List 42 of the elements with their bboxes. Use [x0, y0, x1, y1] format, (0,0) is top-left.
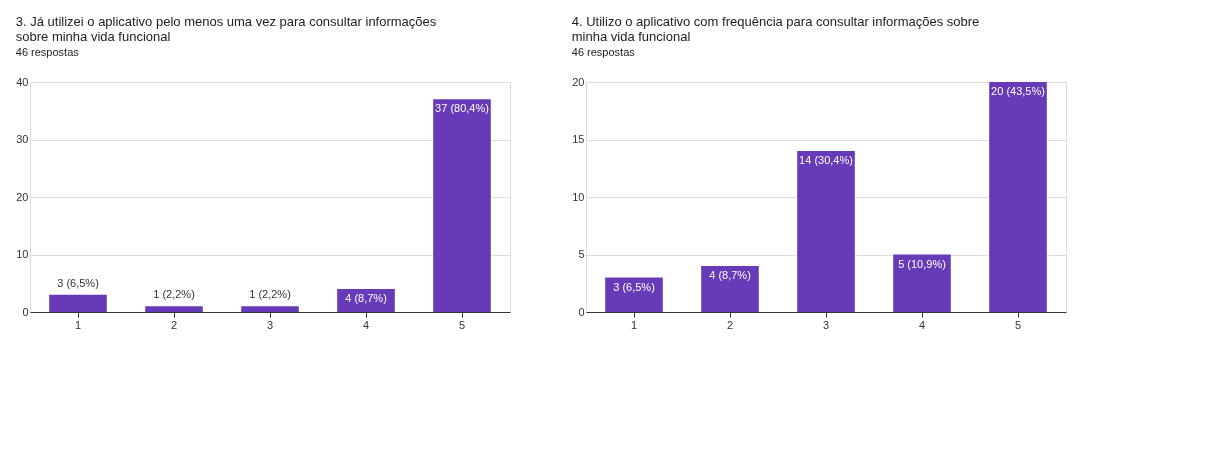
- x-tick-label: 1: [630, 318, 638, 331]
- data-label: 5 (10,9%): [898, 257, 946, 270]
- x-tick-label: 5: [458, 318, 466, 331]
- y-tick-label: 10: [16, 248, 29, 260]
- y-tick-label: 40: [16, 75, 29, 88]
- bar: [433, 99, 491, 312]
- y-tick-label: 5: [578, 248, 585, 260]
- bar: [241, 306, 299, 312]
- x-tick-label: 1: [74, 318, 82, 331]
- bar: [989, 82, 1047, 312]
- data-label: 1 (2,2%): [249, 288, 291, 301]
- chart-title: 3. Já utilizei o aplicativo pelo menos uma vez para consultar informações sobre minha vida funcional: [15, 14, 437, 44]
- y-tick-label: 10: [572, 190, 585, 203]
- y-tick-label: 15: [572, 133, 585, 145]
- bar: [49, 294, 107, 312]
- y-tick-label: 20: [572, 75, 585, 88]
- bar: [797, 151, 855, 312]
- y-tick-label: 0: [22, 305, 29, 318]
- data-label: 1 (2,2%): [153, 288, 195, 301]
- x-tick-label: 4: [918, 318, 926, 331]
- x-tick-label: 4: [362, 318, 370, 331]
- x-tick-label: 2: [726, 318, 734, 331]
- x-tick-label: 3: [822, 318, 830, 331]
- x-tick-label: 5: [1014, 318, 1022, 331]
- bar: [893, 254, 951, 312]
- x-tick-label: 2: [170, 318, 178, 331]
- chart-title: 4. Utilizo o aplicativo com frequência para consultar informações sobre minha vida funcional: [571, 14, 980, 44]
- data-label: 4 (8,7%): [709, 269, 751, 281]
- bar: [701, 266, 759, 312]
- y-tick-label: 30: [16, 133, 29, 145]
- x-tick-label: 3: [266, 318, 274, 331]
- data-label: 37 (80,4%): [435, 102, 489, 115]
- chart-subtitle: 46 respostas: [15, 46, 80, 58]
- y-tick-label: 20: [16, 190, 29, 203]
- y-tick-label: 0: [578, 305, 585, 318]
- chart-subtitle: 46 respostas: [571, 46, 636, 58]
- data-label: 3 (6,5%): [613, 280, 655, 293]
- data-label: 4 (8,7%): [345, 292, 387, 304]
- data-label: 14 (30,4%): [799, 154, 853, 166]
- data-label: 3 (6,5%): [57, 276, 99, 289]
- bar: [145, 306, 203, 312]
- data-label: 20 (43,5%): [991, 85, 1045, 97]
